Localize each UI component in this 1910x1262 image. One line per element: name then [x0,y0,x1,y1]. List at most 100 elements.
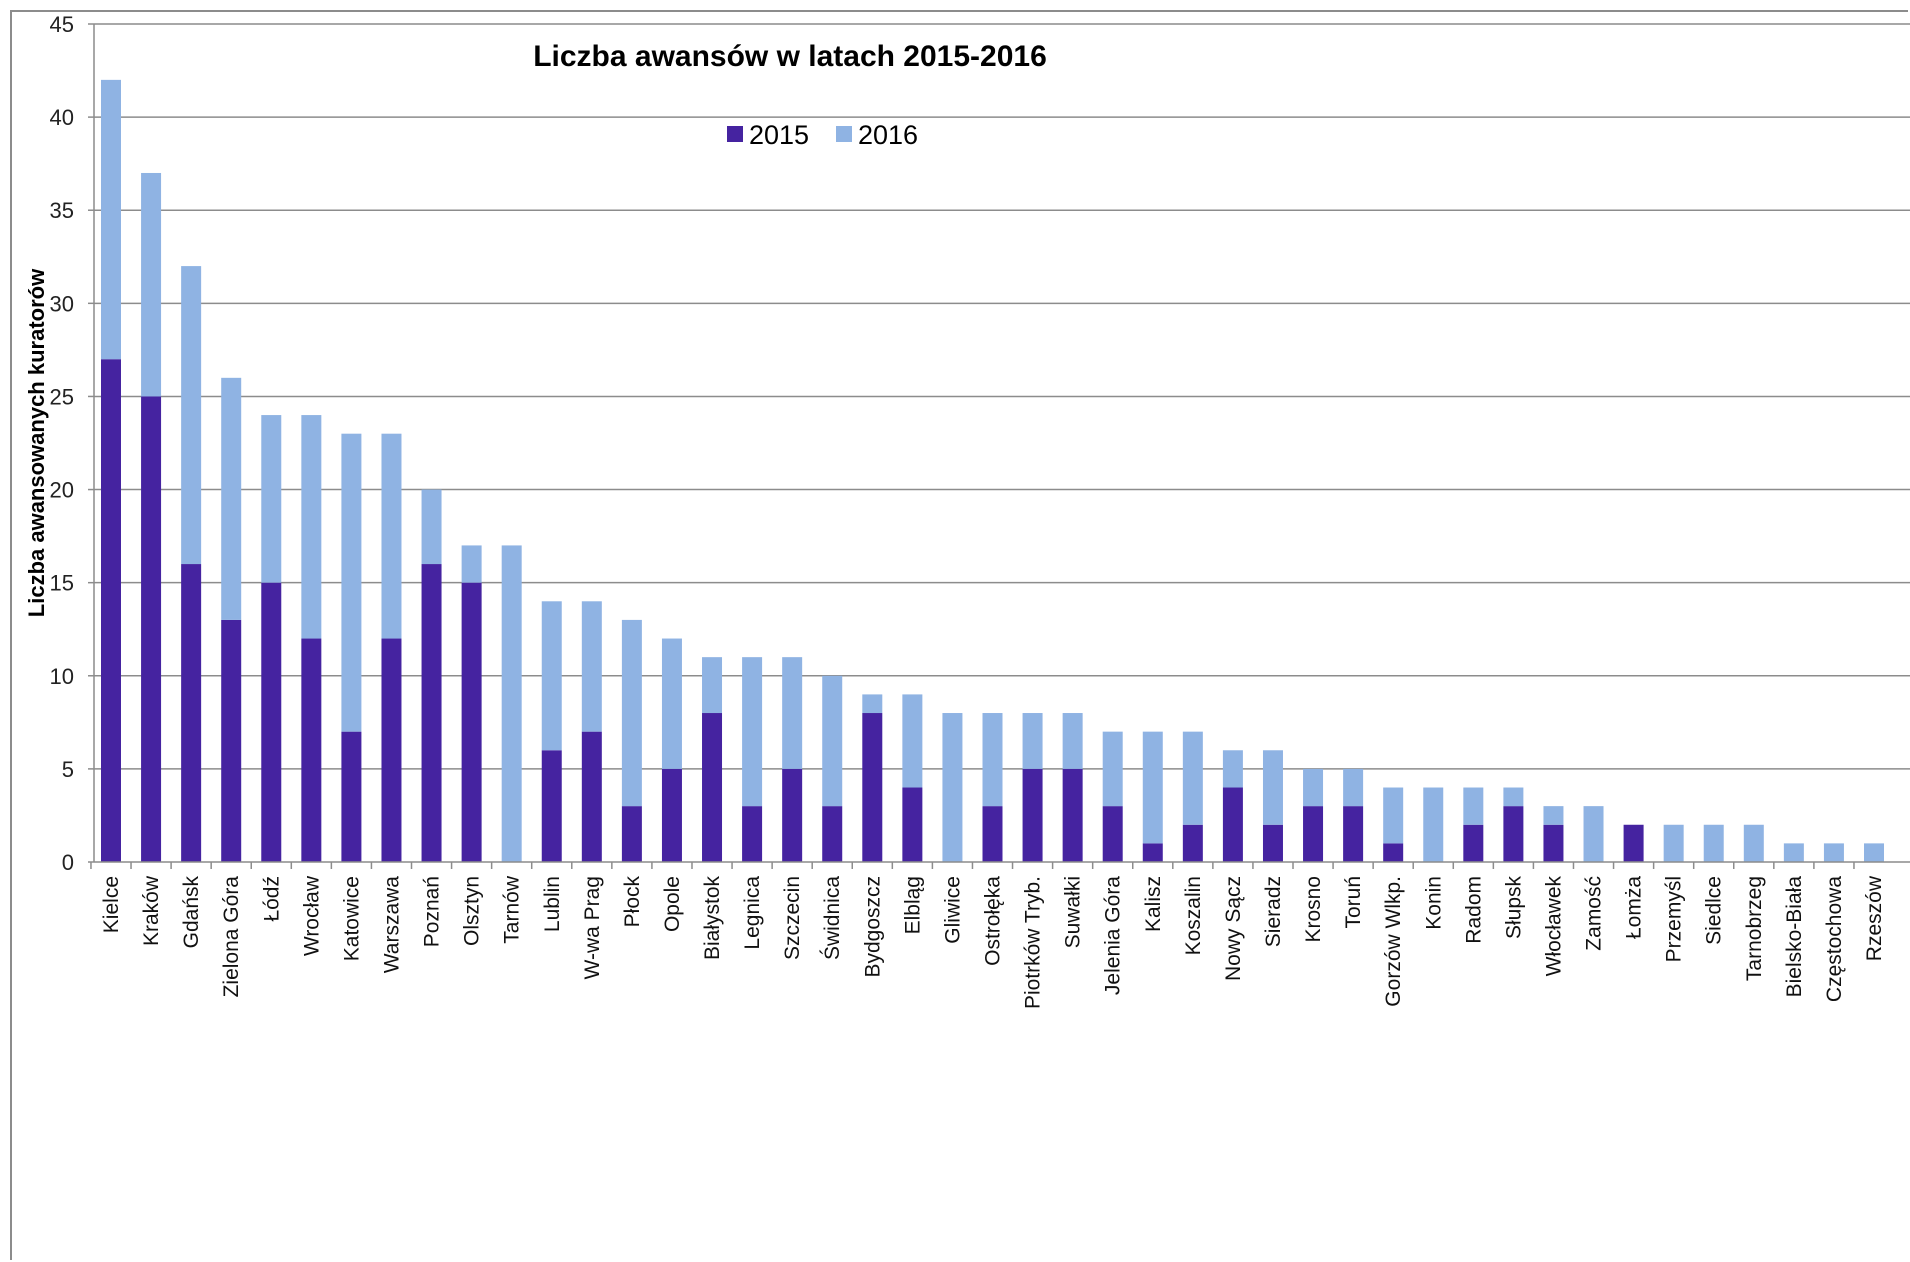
bar-2016-31 [1343,768,1364,807]
bar-2015-28 [1222,787,1243,862]
x-tick-label-29: Sieradz [1262,876,1285,947]
x-tick-label-38: Łomża [1623,876,1646,939]
bar-2015-34 [1463,824,1484,862]
legend: 2015 2016 [727,120,918,150]
bar-2016-39 [1663,824,1684,862]
bar-2016-13 [621,619,642,807]
x-tick-label-10: Tarnów [501,875,524,944]
x-tick-label-22: Ostrołęka [982,876,1005,966]
gridlines [94,23,1910,770]
bar-2015-5 [301,638,322,862]
x-tick-label-34: Radom [1462,876,1485,944]
x-tick-label-7: Warszawa [380,876,403,974]
bar-2016-9 [461,545,482,583]
bar-2016-18 [822,675,843,807]
bar-2015-26 [1142,843,1163,862]
x-tick-label-33: Konin [1422,876,1445,930]
bar-2015-9 [461,582,482,862]
x-tick-label-36: Włocławek [1542,876,1565,977]
bar-2015-8 [421,564,442,862]
bar-2016-25 [1102,731,1123,807]
legend-label-2015: 2015 [749,120,809,150]
bar-2015-30 [1303,806,1324,862]
bar-2016-26 [1142,731,1163,844]
bar-2016-32 [1383,787,1404,844]
bar-2016-19 [862,694,883,714]
chart-frame: Liczba awansów w latach 2015-2016 Liczba… [10,10,1910,1260]
y-tick-label-15: 15 [50,571,74,596]
legend-swatch-2016 [836,126,852,142]
y-tick-label-45: 45 [50,12,74,37]
bar-2016-15 [702,657,723,714]
y-axis-label: Liczba awansowanych kuratorów [24,268,49,617]
bar-2016-0 [101,79,121,360]
bar-2016-20 [902,694,923,788]
x-tick-label-42: Bielsko-Biała [1783,876,1806,998]
x-tick-label-23: Piotrków Tryb. [1022,876,1045,1009]
x-tick-label-3: Zielona Góra [220,876,243,998]
bar-2016-1 [141,172,162,397]
x-tick-label-44: Rzeszów [1863,875,1886,961]
bar-2015-1 [141,396,162,862]
bar-2016-42 [1783,843,1804,862]
stacked-bar-chart: Liczba awansów w latach 2015-2016 Liczba… [24,12,1910,1009]
bar-2016-21 [942,713,963,862]
x-tick-label-12: W-wa Prag [581,876,604,979]
bar-2015-12 [581,731,602,862]
y-tick-label-25: 25 [50,384,74,409]
legend-label-2016: 2016 [858,120,918,150]
bar-2016-22 [982,713,1003,807]
bar-2016-11 [541,601,562,751]
x-tick-label-9: Olsztyn [461,876,484,946]
bar-2015-31 [1343,806,1364,862]
bar-2016-8 [421,489,442,565]
bar-2015-11 [541,750,562,862]
bar-2015-3 [221,619,242,862]
bar-2016-24 [1062,713,1083,769]
bar-2016-44 [1864,843,1884,862]
x-tick-label-26: Kalisz [1142,876,1165,932]
x-tick-label-28: Nowy Sącz [1222,876,1245,981]
bar-2015-0 [101,359,121,862]
bar-2016-4 [261,415,282,583]
x-tick-label-35: Słupsk [1502,876,1525,940]
y-tick-label-35: 35 [50,198,74,223]
x-tick-label-2: Gdańsk [180,876,203,949]
bar-2016-17 [782,657,803,769]
bar-2016-7 [381,433,402,639]
x-tick-label-40: Siedlce [1703,876,1726,945]
bars [101,79,1884,862]
bar-2016-28 [1222,750,1243,788]
x-tick-label-21: Gliwice [941,876,964,944]
bar-2016-12 [581,601,602,732]
x-tick-label-32: Gorzów Wlkp. [1382,876,1405,1007]
bar-2015-13 [621,806,642,862]
x-tick-label-16: Legnica [741,876,764,950]
bar-2015-19 [862,713,883,862]
bar-2015-36 [1543,824,1564,862]
x-tick-label-11: Lublin [541,876,564,932]
bar-2015-14 [661,768,682,862]
bar-2015-35 [1503,806,1524,862]
x-tick-label-43: Częstochowa [1823,876,1846,1002]
y-tick-label-0: 0 [62,850,74,875]
bar-2016-3 [221,377,242,620]
bar-2016-40 [1703,824,1724,862]
bar-2015-2 [181,564,202,862]
bar-2016-36 [1543,806,1564,825]
x-tick-label-31: Toruń [1342,876,1365,929]
y-tick-label-10: 10 [50,664,74,689]
bar-2016-10 [501,545,522,862]
x-tick-label-17: Szczecin [781,876,804,960]
bar-2015-18 [822,806,843,862]
x-axis-labels: Kielce Kraków Gdańsk Zielona Góra Łódź Wrocła… [90,862,1886,1009]
bar-2016-41 [1743,824,1764,862]
x-tick-label-1: Kraków [140,875,163,946]
x-tick-label-30: Krosno [1302,876,1325,943]
x-tick-label-5: Wrocław [300,875,323,956]
x-tick-label-4: Łódź [260,876,283,922]
bar-2015-32 [1383,843,1404,862]
x-tick-label-20: Elbląg [901,876,924,934]
bar-2015-17 [782,768,803,862]
bar-2015-25 [1102,806,1123,862]
